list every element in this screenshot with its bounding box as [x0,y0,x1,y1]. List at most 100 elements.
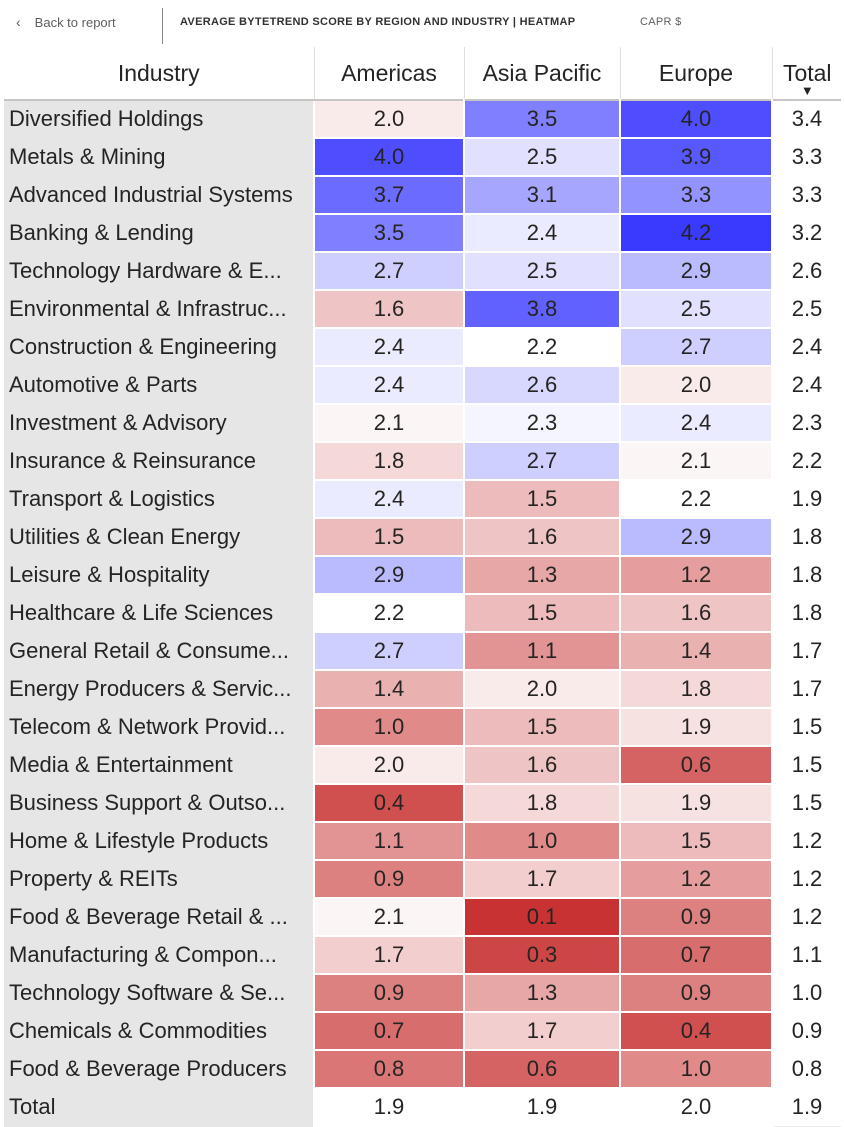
table-row[interactable]: Chemicals & Commodities 0.7 1.7 0.4 0.9 [4,1011,843,1051]
value-cell-europe: 2.9 [619,251,773,291]
industry-cell: General Retail & Consume... [4,632,314,671]
back-to-report-label: Back to report [34,14,116,30]
value-cell-americas: 2.7 [313,251,465,291]
value-cell-total: 1.7 [771,669,843,709]
value-cell-europe: 0.9 [619,897,773,937]
value-cell-total: 1.5 [771,707,843,747]
value-cell-total: 1.1 [771,935,843,975]
value-cell-americas: 3.7 [313,175,465,215]
value-cell-americas: 1.1 [313,821,465,861]
table-row[interactable]: Technology Hardware & E... 2.7 2.5 2.9 2.6 [4,251,843,291]
value-cell-asia-pacific: 1.0 [463,821,621,861]
value-cell-asia-pacific: 3.5 [463,99,621,139]
value-cell-americas: 1.7 [313,935,465,975]
value-cell-europe: 4.0 [619,99,773,139]
value-cell-total: 2.2 [771,441,843,481]
column-header-total[interactable]: Total ▼ [772,47,842,100]
value-cell-europe: 1.4 [619,631,773,671]
table-row[interactable]: Utilities & Clean Energy 1.5 1.6 2.9 1.8 [4,517,843,557]
value-cell-europe: 2.1 [619,441,773,481]
column-header-asia-pacific[interactable]: Asia Pacific [464,47,621,100]
value-cell-americas: 2.4 [313,327,465,367]
column-header-europe[interactable]: Europe [620,47,773,100]
table-row[interactable]: Business Support & Outso... 0.4 1.8 1.9 1.5 [4,783,843,823]
value-cell-europe: 2.0 [619,365,773,405]
value-cell-europe: 2.7 [619,327,773,367]
industry-cell: Diversified Holdings [4,99,314,139]
table-row[interactable]: Advanced Industrial Systems 3.7 3.1 3.3 3.3 [4,175,843,215]
industry-cell: Metals & Mining [4,138,314,177]
value-cell-asia-pacific: 1.6 [463,517,621,557]
table-row[interactable]: Environmental & Infrastruc... 1.6 3.8 2.5 2.… [4,289,843,329]
value-cell-total: 1.2 [771,897,843,937]
value-cell-americas: 2.0 [313,99,465,139]
value-cell-total: 1.0 [771,973,843,1013]
value-cell-europe: 3.9 [619,137,773,177]
industry-cell: Leisure & Hospitality [4,556,314,595]
value-cell-total: 0.8 [771,1049,843,1089]
table-row[interactable]: Banking & Lending 3.5 2.4 4.2 3.2 [4,213,843,253]
value-cell-total: 2.4 [771,327,843,367]
value-cell-europe: 1.6 [619,593,773,633]
total-row-label: Total [4,1088,314,1127]
table-row[interactable]: Home & Lifestyle Products 1.1 1.0 1.5 1.2 [4,821,843,861]
value-cell-asia-pacific: 2.2 [463,327,621,367]
table-row[interactable]: Construction & Engineering 2.4 2.2 2.7 2.4 [4,327,843,367]
value-cell-total: 2.3 [771,403,843,443]
total-cell-asia-pacific: 1.9 [463,1087,621,1127]
value-cell-americas: 2.0 [313,745,465,785]
table-row[interactable]: General Retail & Consume... 2.7 1.1 1.4 1.7 [4,631,843,671]
value-cell-asia-pacific: 1.6 [463,745,621,785]
value-cell-americas: 0.4 [313,783,465,823]
value-cell-total: 0.9 [771,1011,843,1051]
column-header-total-label: Total [782,59,832,86]
value-cell-europe: 2.4 [619,403,773,443]
value-cell-americas: 0.9 [313,859,465,899]
value-cell-asia-pacific: 1.5 [463,707,621,747]
table-row[interactable]: Transport & Logistics 2.4 1.5 2.2 1.9 [4,479,843,519]
table-row[interactable]: Diversified Holdings 2.0 3.5 4.0 3.4 [4,99,843,139]
value-cell-total: 2.4 [771,365,843,405]
value-cell-asia-pacific: 1.8 [463,783,621,823]
table-row[interactable]: Automotive & Parts 2.4 2.6 2.0 2.4 [4,365,843,405]
visual-title: AVERAGE BYTETREND SCORE BY REGION AND IN… [180,16,576,28]
industry-cell: Food & Beverage Retail & ... [4,898,314,937]
table-row[interactable]: Metals & Mining 4.0 2.5 3.9 3.3 [4,137,843,177]
header-divider [162,8,163,44]
value-cell-americas: 2.1 [313,403,465,443]
back-to-report-button[interactable]: ‹ Back to report [16,14,116,30]
value-cell-total: 3.3 [771,137,843,177]
table-row[interactable]: Manufacturing & Compon... 1.7 0.3 0.7 1.1 [4,935,843,975]
value-cell-americas: 2.4 [313,365,465,405]
table-row[interactable]: Food & Beverage Producers 0.8 0.6 1.0 0.8 [4,1049,843,1089]
value-cell-asia-pacific: 3.8 [463,289,621,329]
table-row[interactable]: Healthcare & Life Sciences 2.2 1.5 1.6 1.8 [4,593,843,633]
value-cell-total: 1.9 [771,479,843,519]
value-cell-asia-pacific: 2.0 [463,669,621,709]
industry-cell: Transport & Logistics [4,480,314,519]
table-row[interactable]: Leisure & Hospitality 2.9 1.3 1.2 1.8 [4,555,843,595]
table-row[interactable]: Investment & Advisory 2.1 2.3 2.4 2.3 [4,403,843,443]
column-header-industry[interactable]: Industry [4,47,315,100]
value-cell-total: 1.5 [771,783,843,823]
value-cell-total: 1.5 [771,745,843,785]
value-cell-americas: 2.4 [313,479,465,519]
value-cell-europe: 0.6 [619,745,773,785]
value-cell-asia-pacific: 1.7 [463,859,621,899]
industry-cell: Technology Hardware & E... [4,252,314,291]
value-cell-europe: 1.9 [619,783,773,823]
value-cell-asia-pacific: 2.5 [463,251,621,291]
value-cell-asia-pacific: 0.6 [463,1049,621,1089]
table-row[interactable]: Property & REITs 0.9 1.7 1.2 1.2 [4,859,843,899]
table-row[interactable]: Technology Software & Se... 0.9 1.3 0.9 1.0 [4,973,843,1013]
table-row[interactable]: Energy Producers & Servic... 1.4 2.0 1.8 1.7 [4,669,843,709]
value-cell-total: 1.8 [771,517,843,557]
column-header-americas[interactable]: Americas [314,47,465,100]
value-cell-asia-pacific: 2.4 [463,213,621,253]
value-cell-europe: 1.2 [619,555,773,595]
table-row[interactable]: Media & Entertainment 2.0 1.6 0.6 1.5 [4,745,843,785]
table-row[interactable]: Insurance & Reinsurance 1.8 2.7 2.1 2.2 [4,441,843,481]
industry-cell: Automotive & Parts [4,366,314,405]
table-row[interactable]: Food & Beverage Retail & ... 2.1 0.1 0.9 1.2 [4,897,843,937]
table-row[interactable]: Telecom & Network Provid... 1.0 1.5 1.9 1.5 [4,707,843,747]
